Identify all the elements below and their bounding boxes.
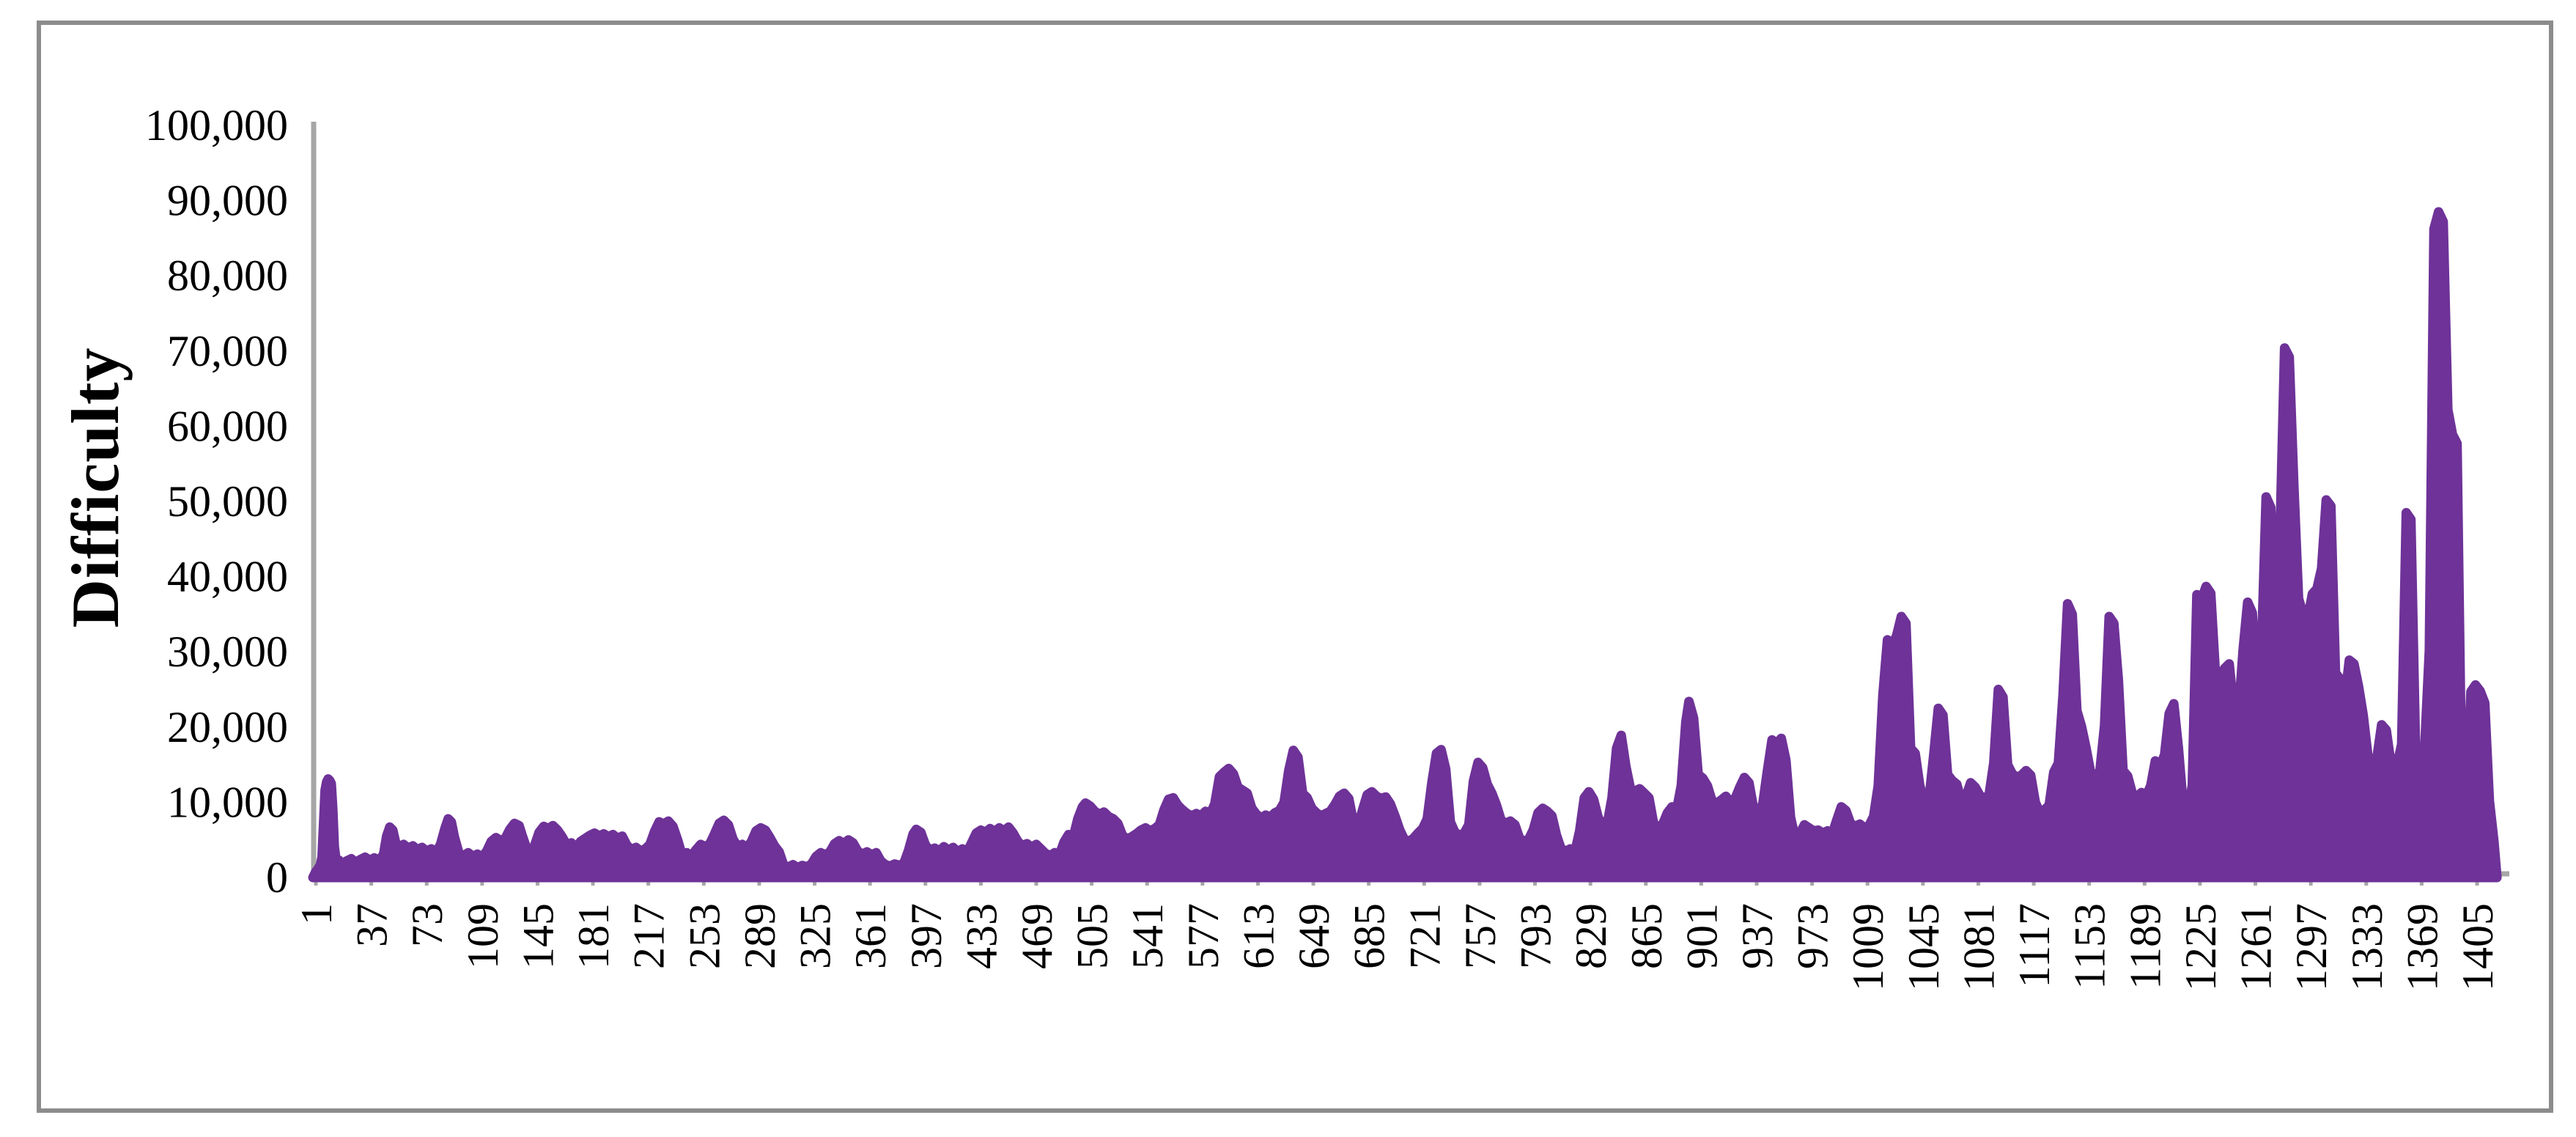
x-tick-label: 361 bbox=[846, 903, 895, 969]
x-tick-label: 37 bbox=[348, 903, 396, 947]
x-tick-label: 793 bbox=[1512, 903, 1560, 969]
x-tick-label: 1189 bbox=[2121, 903, 2169, 990]
x-tick-label: 1333 bbox=[2343, 903, 2391, 991]
x-tick-label: 433 bbox=[957, 903, 1005, 969]
x-tick-label: 541 bbox=[1123, 903, 1172, 969]
x-tick-label: 217 bbox=[625, 903, 673, 969]
y-tick-label: 0 bbox=[266, 853, 288, 902]
y-tick-label: 30,000 bbox=[167, 628, 288, 676]
y-tick-label: 50,000 bbox=[167, 477, 288, 526]
x-tick-label: 613 bbox=[1234, 903, 1283, 969]
x-tick-label: 577 bbox=[1179, 903, 1228, 969]
y-tick-label: 20,000 bbox=[167, 703, 288, 751]
y-tick-label: 10,000 bbox=[167, 778, 288, 826]
y-tick-label: 100,000 bbox=[145, 101, 288, 150]
x-tick-label: 325 bbox=[791, 903, 840, 969]
x-tick-label: 1405 bbox=[2454, 903, 2502, 991]
x-tick-label: 757 bbox=[1456, 903, 1505, 969]
x-tick-label: 145 bbox=[514, 903, 562, 969]
x-tick-label: 937 bbox=[1733, 903, 1782, 969]
x-tick-label: 1045 bbox=[1900, 903, 1948, 991]
x-tick-label: 1369 bbox=[2398, 903, 2446, 991]
x-tick-label: 469 bbox=[1013, 903, 1061, 969]
x-tick-label: 1297 bbox=[2287, 903, 2336, 991]
x-tick-label: 73 bbox=[403, 903, 451, 947]
x-tick-label: 505 bbox=[1069, 903, 1117, 969]
x-tick-label: 829 bbox=[1567, 903, 1615, 969]
x-tick-label: 865 bbox=[1623, 903, 1671, 969]
x-tick-label: 901 bbox=[1678, 903, 1726, 969]
x-tick-label: 397 bbox=[902, 903, 951, 969]
difficulty-bars-series bbox=[308, 207, 2502, 883]
x-tick-label: 1 bbox=[292, 903, 341, 925]
x-tick-label: 289 bbox=[736, 903, 784, 969]
y-tick-label: 70,000 bbox=[167, 327, 288, 375]
x-tick-label: 1153 bbox=[2066, 903, 2114, 990]
x-tick-label: 1261 bbox=[2232, 903, 2281, 991]
x-tick-label: 685 bbox=[1346, 903, 1394, 969]
x-tick-label: 649 bbox=[1290, 903, 1338, 969]
x-tick-label: 1225 bbox=[2177, 903, 2225, 991]
y-tick-label: 90,000 bbox=[167, 177, 288, 225]
y-tick-label: 60,000 bbox=[167, 402, 288, 450]
x-tick-label: 973 bbox=[1789, 903, 1837, 969]
y-tick-label: 80,000 bbox=[167, 251, 288, 300]
x-tick-label: 109 bbox=[459, 903, 507, 969]
x-tick-label: 1081 bbox=[1955, 903, 2003, 991]
y-tick-label: 40,000 bbox=[167, 553, 288, 601]
x-tick-label: 1117 bbox=[2010, 903, 2059, 988]
x-tick-label: 253 bbox=[680, 903, 728, 969]
x-tick-label: 721 bbox=[1400, 903, 1449, 969]
chart-border bbox=[37, 21, 2553, 1113]
x-tick-label: 181 bbox=[569, 903, 618, 969]
x-tick-label: 1009 bbox=[1844, 903, 1892, 991]
